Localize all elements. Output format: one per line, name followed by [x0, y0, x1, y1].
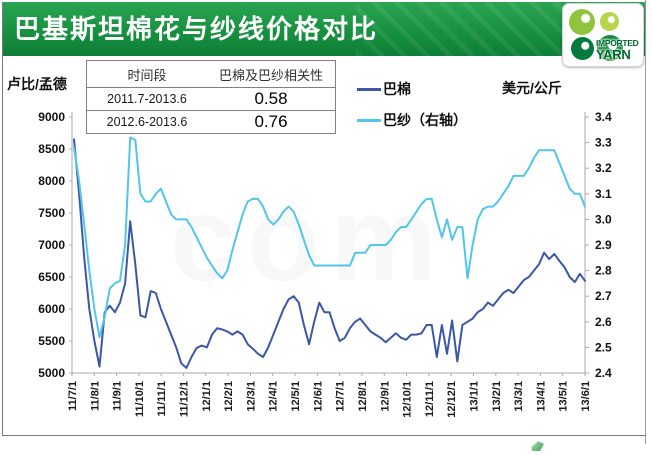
logo-leaf-icon — [600, 12, 619, 31]
imported-yarn-logo: IMPORTED YARN — [562, 3, 644, 67]
right-axis-title: 美元/公斤 — [502, 80, 562, 96]
svg-text:3.0: 3.0 — [595, 212, 612, 226]
logo-leaf-icon — [571, 37, 594, 60]
svg-text:12/6/1: 12/6/1 — [312, 381, 324, 412]
svg-text:7500: 7500 — [38, 206, 65, 220]
logo-text: IMPORTED YARN — [596, 38, 639, 62]
svg-text:12/7/1: 12/7/1 — [335, 381, 347, 412]
correlation-cell: 0.58 — [207, 87, 336, 111]
svg-text:2.8: 2.8 — [595, 264, 612, 278]
svg-text:3.4: 3.4 — [595, 110, 612, 124]
legend: 巴棉 巴纱（右轴） — [357, 79, 467, 130]
svg-text:3.3: 3.3 — [595, 136, 612, 150]
axes — [71, 112, 586, 374]
left-axis-tick-labels: 9000 8500 8000 7500 7000 6500 6000 5500 5000 — [38, 110, 72, 380]
table-row: 2012.6-2013.6 0.76 — [86, 110, 336, 134]
svg-text:6500: 6500 — [38, 270, 65, 284]
left-axis-title: 卢比/孟德 — [7, 76, 67, 92]
correlation-table: 时间段 巴棉及巴纱相关性 2011.7-2013.6 0.58 2012.6-2… — [86, 60, 336, 134]
column-header-correlation: 巴棉及巴纱相关性 — [207, 60, 336, 88]
slide-border-bottom — [2, 435, 646, 436]
legend-label: 巴纱（右轴） — [383, 112, 467, 128]
legend-label: 巴棉 — [383, 81, 411, 97]
svg-text:12/8/1: 12/8/1 — [357, 381, 369, 412]
svg-text:2.4: 2.4 — [595, 366, 612, 380]
svg-text:5000: 5000 — [38, 366, 65, 380]
svg-text:13/2/1: 13/2/1 — [491, 381, 503, 412]
svg-text:11/10/1: 11/10/1 — [134, 381, 146, 417]
svg-text:7000: 7000 — [38, 238, 65, 252]
svg-text:11/9/1: 11/9/1 — [112, 381, 124, 411]
table-row: 2011.7-2013.6 0.58 — [86, 87, 336, 111]
x-axis-tick-labels: 11/7/1 11/8/1 11/9/1 11/10/1 11/11/1 11/12/1 1… — [67, 373, 592, 418]
column-header-period: 时间段 — [86, 60, 207, 88]
right-axis-tick-labels: 3.4 3.3 3.2 3.1 3.0 2.9 2.8 2.7 2.6 2.5 2.4 — [585, 110, 612, 380]
logo-text-imported: IMPORTED — [596, 38, 639, 48]
svg-text:13/5/1: 13/5/1 — [558, 381, 570, 412]
correlation-cell: 0.76 — [207, 110, 336, 134]
svg-text:5500: 5500 — [38, 334, 65, 348]
svg-text:11/7/1: 11/7/1 — [67, 381, 79, 411]
cotton-line-swatch — [357, 87, 381, 91]
svg-text:12/11/1: 12/11/1 — [424, 381, 436, 417]
yarn-line-swatch — [357, 118, 381, 122]
slide-border-right — [645, 0, 646, 444]
svg-text:8000: 8000 — [38, 174, 65, 188]
page-title: 巴基斯坦棉花与纱线价格对比 — [14, 14, 379, 44]
svg-text:6000: 6000 — [38, 302, 65, 316]
svg-text:13/6/1: 13/6/1 — [580, 381, 592, 412]
svg-text:11/8/1: 11/8/1 — [89, 381, 101, 411]
period-cell: 2011.7-2013.6 — [86, 87, 207, 111]
svg-text:2.6: 2.6 — [595, 315, 612, 329]
svg-text:2.9: 2.9 — [595, 238, 612, 252]
svg-text:12/1/1: 12/1/1 — [201, 381, 213, 412]
svg-text:2.5: 2.5 — [595, 340, 612, 354]
svg-text:2.7: 2.7 — [595, 289, 612, 303]
legend-item-cotton: 巴棉 — [357, 79, 467, 99]
period-cell: 2012.6-2013.6 — [86, 110, 207, 134]
svg-text:12/12/1: 12/12/1 — [446, 381, 458, 418]
svg-text:13/3/1: 13/3/1 — [513, 381, 525, 412]
logo-text-yarn: YARN — [596, 46, 631, 62]
svg-text:3.1: 3.1 — [595, 187, 612, 201]
svg-text:13/4/1: 13/4/1 — [535, 381, 547, 412]
svg-text:12/5/1: 12/5/1 — [290, 381, 302, 412]
table-header-row: 时间段 巴棉及巴纱相关性 — [86, 60, 336, 88]
logo-leaf-icon — [597, 35, 623, 61]
svg-text:12/3/1: 12/3/1 — [245, 381, 257, 412]
svg-text:11/12/1: 11/12/1 — [179, 381, 191, 417]
svg-text:9000: 9000 — [38, 110, 65, 124]
svg-text:12/2/1: 12/2/1 — [223, 381, 235, 412]
svg-text:11/11/1: 11/11/1 — [156, 381, 168, 417]
svg-text:13/1/1: 13/1/1 — [468, 381, 480, 412]
svg-text:8500: 8500 — [38, 142, 65, 156]
svg-text:3.2: 3.2 — [595, 161, 612, 175]
slide-border-left — [2, 2, 3, 436]
svg-text:12/4/1: 12/4/1 — [268, 381, 280, 412]
svg-text:12/10/1: 12/10/1 — [402, 381, 414, 418]
line-series-yarn — [73, 136, 586, 339]
logo-leaf-icon — [569, 9, 595, 35]
line-series-cotton — [73, 138, 586, 369]
svg-text:12/9/1: 12/9/1 — [379, 381, 391, 412]
legend-item-yarn: 巴纱（右轴） — [357, 110, 467, 130]
green-fleck — [531, 441, 544, 451]
